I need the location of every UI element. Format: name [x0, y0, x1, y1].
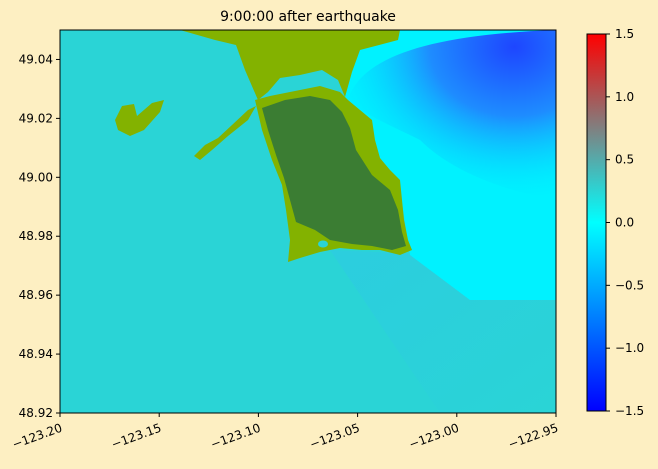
islet-spit: [194, 106, 256, 160]
northern-shore-land: [180, 30, 400, 100]
y-tick-label: 48.98: [19, 229, 53, 243]
y-axis: 48.92 48.94 48.96 48.98 49.00 49.02 49.04: [19, 52, 60, 420]
colorbar-tick-label: 1.5: [615, 27, 634, 41]
plot-frame: [59, 29, 557, 414]
inland-pond: [318, 240, 328, 248]
x-axis: −123.20 −123.15 −123.10 −123.05 −123.00 −122.…: [10, 413, 560, 452]
x-tick-label: −123.15: [110, 421, 164, 452]
y-tick-label: 49.00: [19, 170, 53, 184]
x-tick-label: −123.05: [308, 421, 362, 452]
negative-anomaly-region: [348, 30, 556, 200]
y-tick-label: 49.04: [19, 52, 53, 66]
colorbar-tick-label: 1.0: [615, 90, 634, 104]
y-tick-label: 48.94: [19, 347, 53, 361]
colorbar-tick-label: −1.5: [615, 404, 644, 418]
y-tick-label: 49.02: [19, 111, 53, 125]
y-tick-label: 48.92: [19, 406, 53, 420]
x-tick-label: −123.10: [209, 421, 263, 452]
heatmap-field: [60, 30, 556, 413]
colorbar-tick-label: −0.5: [615, 278, 644, 292]
x-tick-label: −123.00: [407, 421, 461, 452]
x-tick-label: −123.20: [10, 421, 64, 452]
colorbar-tick-label: −1.0: [615, 341, 644, 355]
colorbar-tick-label: 0.5: [615, 153, 634, 167]
x-tick-label: −122.95: [506, 421, 560, 452]
colorbar-tick-label: 0.0: [615, 216, 634, 230]
colorbar-axis: −1.5 −1.0 −0.5 0.0 0.5 1.0 1.5: [606, 27, 644, 418]
colorbar: [587, 34, 606, 411]
chart-title: 9:00:00 after earthquake: [220, 9, 396, 25]
islet-west: [115, 100, 164, 136]
y-tick-label: 48.96: [19, 288, 53, 302]
peninsula-upland: [262, 96, 406, 250]
